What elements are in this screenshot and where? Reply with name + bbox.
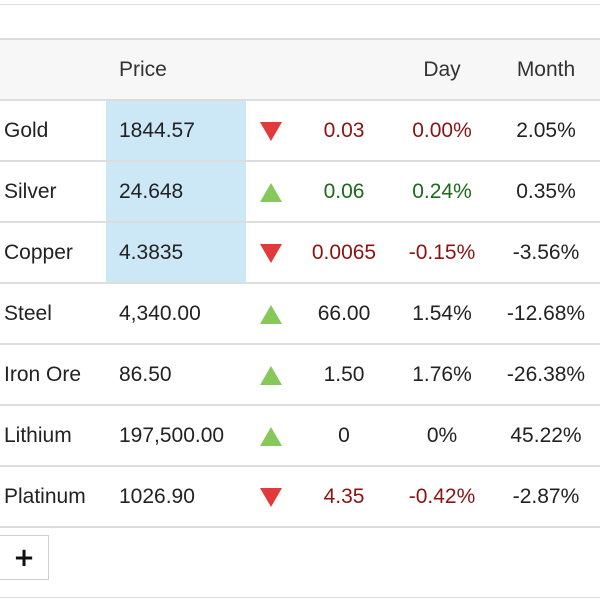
commodity-price: 1844.57	[106, 101, 246, 160]
triangle-up-icon	[260, 365, 282, 385]
month-percent: 2.05%	[516, 119, 576, 142]
commodity-price: 4,340.00	[119, 302, 201, 325]
direction-cell	[246, 223, 296, 282]
direction-cell	[246, 162, 296, 221]
commodity-price: 197,500.00	[119, 424, 225, 447]
commodity-name: Platinum	[4, 485, 86, 508]
table-row[interactable]: Iron Ore 86.50 1.50 1.76% -26.38%	[0, 345, 600, 406]
change-value: 0	[338, 424, 350, 447]
table-row[interactable]: Copper 4.3835 0.0065 -0.15% -3.56%	[0, 223, 600, 284]
month-percent: -3.56%	[512, 241, 580, 264]
header-month[interactable]: Month	[516, 58, 576, 81]
month-percent: 0.35%	[516, 180, 576, 203]
commodity-name: Iron Ore	[4, 363, 82, 386]
change-value: 1.50	[323, 363, 365, 386]
table-row[interactable]: Gold 1844.57 0.03 0.00% 2.05%	[0, 101, 600, 162]
commodity-price: 24.648	[106, 162, 246, 221]
direction-cell	[246, 467, 296, 526]
commodity-price: 4.3835	[106, 223, 246, 282]
bottom-divider	[0, 597, 600, 598]
month-percent: -26.38%	[506, 363, 586, 386]
add-button[interactable]: +	[0, 535, 49, 580]
table-body: Gold 1844.57 0.03 0.00% 2.05% Silver 24.648 0.0…	[0, 101, 600, 528]
month-percent: -2.87%	[512, 485, 580, 508]
header-price[interactable]: Price	[119, 58, 167, 81]
header-name[interactable]	[0, 40, 108, 99]
triangle-up-icon	[260, 182, 282, 202]
triangle-down-icon	[260, 243, 282, 263]
day-percent: -0.15%	[408, 241, 476, 264]
change-value: 0.0065	[311, 241, 377, 264]
triangle-up-icon	[260, 426, 282, 446]
day-percent: 1.76%	[412, 363, 472, 386]
commodity-price: 1026.90	[119, 485, 195, 508]
header-day[interactable]: Day	[423, 58, 461, 81]
day-percent: -0.42%	[408, 485, 476, 508]
header-change[interactable]	[296, 40, 392, 99]
commodity-table: Price Day Month Gold 1844.57 0.03 0.00% 2.05…	[0, 38, 600, 528]
commodity-name: Lithium	[4, 424, 72, 447]
table-row[interactable]: Silver 24.648 0.06 0.24% 0.35%	[0, 162, 600, 223]
triangle-down-icon	[260, 121, 282, 141]
commodity-name: Copper	[4, 241, 73, 264]
day-percent: 0%	[426, 424, 458, 447]
commodity-name: Steel	[4, 302, 52, 325]
commodity-price: 86.50	[119, 363, 172, 386]
direction-cell	[246, 406, 296, 465]
direction-cell	[246, 284, 296, 343]
month-percent: -12.68%	[506, 302, 586, 325]
triangle-up-icon	[260, 304, 282, 324]
commodity-name: Silver	[4, 180, 57, 203]
month-percent: 45.22%	[510, 424, 582, 447]
table-row[interactable]: Platinum 1026.90 4.35 -0.42% -2.87%	[0, 467, 600, 528]
table-row[interactable]: Lithium 197,500.00 0 0% 45.22%	[0, 406, 600, 467]
header-arrow	[246, 40, 296, 99]
direction-cell	[246, 345, 296, 404]
triangle-down-icon	[260, 487, 282, 507]
change-value: 0.03	[323, 119, 365, 142]
commodity-name: Gold	[4, 119, 49, 142]
table-header: Price Day Month	[0, 40, 600, 101]
change-value: 0.06	[323, 180, 365, 203]
change-value: 4.35	[323, 485, 365, 508]
day-percent: 0.24%	[412, 180, 472, 203]
day-percent: 0.00%	[412, 119, 472, 142]
table-row[interactable]: Steel 4,340.00 66.00 1.54% -12.68%	[0, 284, 600, 345]
day-percent: 1.54%	[412, 302, 472, 325]
direction-cell	[246, 101, 296, 160]
top-bar	[0, 0, 600, 5]
change-value: 66.00	[317, 302, 371, 325]
